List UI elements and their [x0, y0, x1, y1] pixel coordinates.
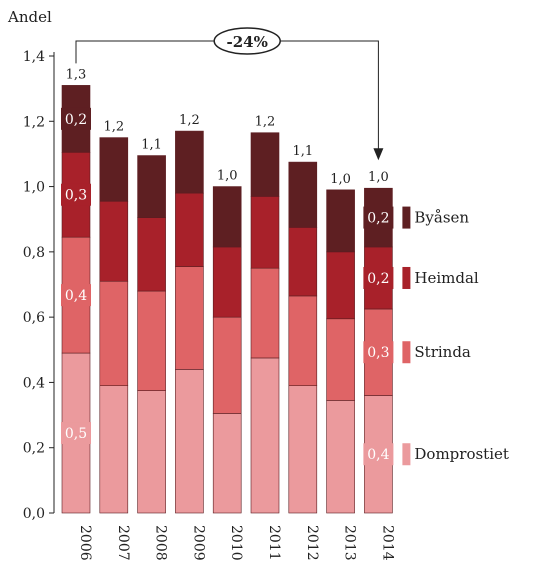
segment-label-box	[363, 341, 394, 364]
bar-total-label: 1,0	[330, 172, 351, 187]
segment-label-box	[363, 443, 394, 466]
legend: Domprostiet Strinda Heimdal Byåsen	[402, 206, 509, 466]
x-tick-label: 2008	[153, 525, 169, 561]
bar-segment	[99, 385, 129, 514]
bar-segment	[288, 227, 318, 297]
bar-segment	[175, 130, 204, 194]
segment-label: 0,4	[367, 447, 389, 463]
y-tick-label: 1,2	[23, 114, 45, 130]
bar-total-label: 1,3	[66, 67, 87, 82]
segment-label-box	[363, 206, 394, 229]
bar-segment	[326, 400, 355, 514]
annotation-badge	[213, 27, 281, 55]
x-tick-label: 2012	[304, 525, 320, 561]
segment-label-box	[61, 183, 91, 206]
segment-label: 0,2	[367, 211, 389, 227]
bar-total-label: 1,1	[141, 138, 162, 153]
bar-segment	[288, 161, 318, 228]
bar-segment	[250, 132, 280, 197]
bar-segment	[137, 217, 166, 292]
x-tick-label: 2009	[190, 525, 206, 561]
bar-segment	[99, 200, 129, 282]
legend-entry: Heimdal	[414, 269, 479, 287]
bar-segment	[99, 137, 129, 202]
legend-swatch	[402, 206, 411, 229]
bar-total-label: 1,1	[292, 144, 313, 159]
segment-label: 0,2	[367, 271, 389, 287]
bar-total-label: 1,2	[103, 120, 124, 135]
bar-segment	[212, 413, 242, 514]
x-tick-label: 2010	[228, 525, 244, 561]
bar-segment	[137, 390, 166, 514]
legend-entry: Strinda	[414, 343, 471, 361]
bar-segment	[288, 385, 318, 514]
segment-label-box	[363, 266, 394, 289]
bars: 0,5 0,4 0,3 0,2 1,3 1,2 1,1 1,2 1,0 1,2 1,1 1,0 0,4 0…	[61, 67, 394, 514]
annotation-arrowhead	[373, 148, 384, 161]
bar-segment	[212, 246, 242, 318]
segment-label: 0,3	[65, 188, 87, 204]
change-annotation: -24%	[75, 27, 384, 161]
legend-swatch	[402, 266, 411, 289]
segment-label-box	[61, 422, 91, 445]
bar-segment	[175, 266, 204, 370]
y-tick-label: 0,4	[23, 375, 45, 391]
bar-segment	[326, 189, 355, 253]
bar-segment	[175, 369, 204, 514]
y-axis: 0,0 0,2 0,4 0,6 0,8 1,0 1,2 1,4	[23, 49, 55, 522]
x-tick-label: 2011	[266, 525, 282, 561]
legend-swatch	[402, 443, 411, 466]
annotation-text: -24%	[227, 33, 268, 51]
bar-segment	[326, 251, 355, 320]
segment-label-box	[61, 284, 91, 307]
x-tick-label: 2007	[115, 525, 131, 561]
bar-total-label: 1,2	[255, 115, 276, 130]
bar-segment	[288, 295, 318, 386]
bar-segment	[137, 155, 166, 218]
y-tick-label: 0,6	[23, 310, 45, 326]
y-tick-label: 0,2	[23, 441, 45, 457]
y-tick-label: 0,0	[23, 506, 45, 522]
segment-label: 0,5	[65, 426, 87, 442]
bar-total-label: 1,0	[368, 170, 389, 185]
bar-total-label: 1,2	[179, 113, 200, 128]
x-axis-tick-labels: 2006 2007 2008 2009 2010 2011 2012 2013 2014	[77, 525, 395, 561]
bar-total-label: 1,0	[217, 169, 238, 184]
bar-segment	[326, 318, 355, 401]
x-tick-label: 2006	[77, 525, 93, 561]
bar-segment	[250, 267, 280, 359]
bar-segment	[250, 357, 280, 514]
legend-entry: Domprostiet	[414, 445, 509, 463]
segment-label: 0,3	[367, 345, 389, 361]
bar-segment	[99, 280, 129, 386]
bar-segment	[250, 196, 280, 269]
bar-segment	[212, 316, 242, 414]
bar-segment	[175, 192, 204, 267]
x-tick-label: 2014	[379, 525, 395, 561]
segment-label: 0,2	[65, 112, 87, 128]
segment-label: 0,4	[65, 288, 87, 304]
y-tick-label: 1,4	[23, 49, 45, 65]
y-axis-label: Andel	[7, 8, 52, 26]
segment-label-box	[61, 107, 91, 130]
legend-entry: Byåsen	[414, 209, 469, 227]
y-tick-label: 0,8	[23, 245, 45, 261]
x-tick-label: 2013	[342, 525, 358, 561]
y-tick-label: 1,0	[23, 180, 45, 196]
bar-segment	[212, 186, 242, 248]
legend-swatch	[402, 341, 411, 364]
bar-segment	[137, 290, 166, 391]
